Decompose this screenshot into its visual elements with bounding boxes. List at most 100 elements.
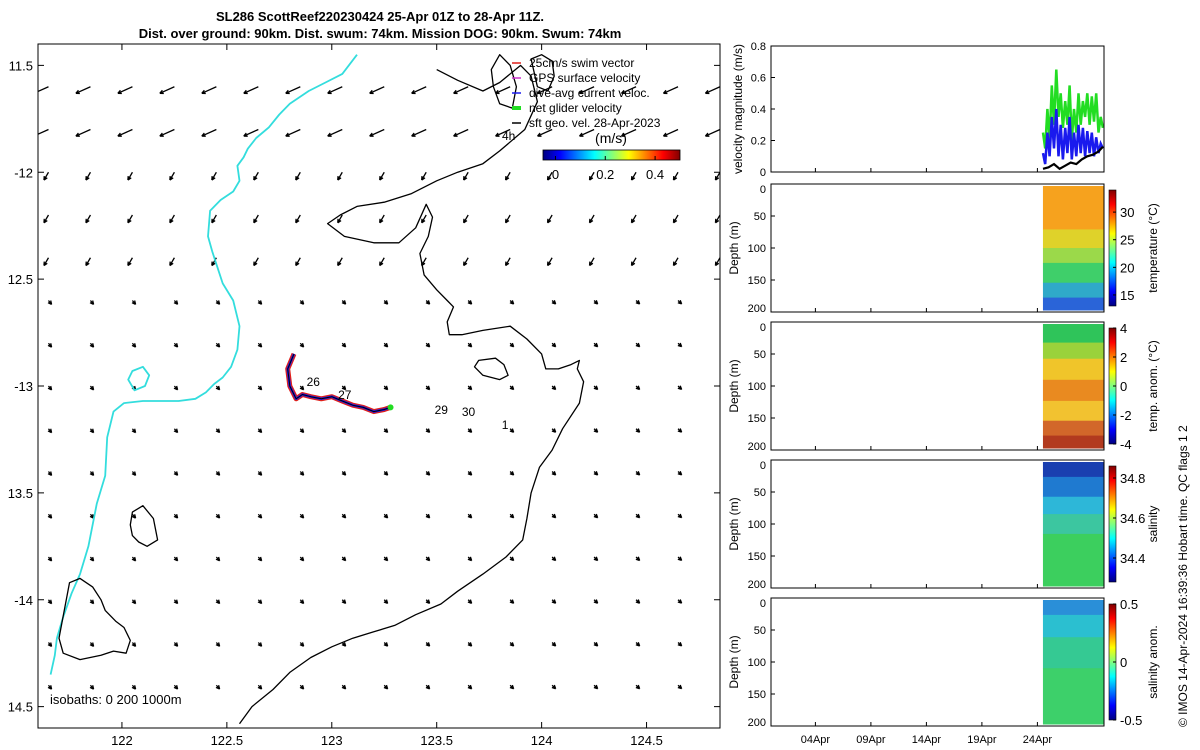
depth-tick-label: 200 (748, 441, 766, 453)
current-vector (253, 257, 259, 267)
date-tick-label: 14Apr (912, 734, 942, 746)
depth-tick-label: 150 (748, 413, 766, 425)
depth-tick-label: 50 (754, 349, 766, 361)
temp_anom-colorbar-label: temp. anom. (°C) (1146, 340, 1160, 432)
velocity-panel: 0 0.2 0.4 0.6 0.8 velocity magnitude (m/s) (731, 41, 1105, 179)
current-vector (509, 684, 515, 690)
current-vector (677, 684, 683, 690)
current-vector (47, 513, 53, 519)
current-vector (630, 171, 637, 181)
current-vector (257, 513, 263, 519)
current-vector (257, 428, 263, 434)
current-vector (593, 300, 599, 305)
current-vector (509, 385, 515, 391)
current-vector (43, 171, 50, 181)
current-vector (467, 471, 473, 476)
current-vector (216, 727, 220, 728)
velocity-y-tick-label: 0 (760, 167, 766, 179)
depth-ylabel: Depth (m) (727, 221, 741, 274)
current-vector (295, 257, 301, 267)
current-vector (421, 214, 427, 224)
current-vector (677, 385, 683, 391)
colorbar-tick-label: 0.5 (1120, 597, 1138, 612)
current-vector (504, 257, 511, 267)
current-vector (169, 257, 175, 267)
map-x-tick-label: 122.5 (211, 733, 244, 748)
current-vector (215, 684, 221, 690)
current-vector (425, 428, 431, 433)
current-vector (257, 300, 263, 305)
current-vector (620, 128, 637, 137)
heatmap-band (1042, 248, 1104, 264)
current-vector (551, 684, 557, 690)
current-vector (215, 471, 221, 476)
current-vector (43, 257, 50, 267)
heatmap-band (1042, 668, 1104, 725)
map-y-tick-label: -14 (14, 593, 33, 608)
current-vector (546, 171, 553, 181)
current-vector (704, 86, 720, 95)
current-vector (173, 642, 179, 647)
colorbar-tick-label: 34.4 (1120, 551, 1145, 566)
current-vector (89, 513, 95, 519)
timeseries-panels: 0 0.2 0.4 0.6 0.8 velocity magnitude (m/s) 0 50… (727, 41, 1160, 746)
colorbar-tick-label: 4 (1120, 321, 1127, 336)
map-y-tick-label: -12 (14, 165, 33, 180)
current-vector (85, 171, 92, 181)
current-vector (47, 471, 53, 477)
chart-title-line2: Dist. over ground: 90km. Dist. swum: 74k… (138, 26, 622, 41)
depth-tick-label: 150 (748, 275, 766, 287)
current-vector (89, 599, 95, 605)
current-vector (593, 342, 599, 348)
depth-tick-label: 200 (748, 303, 766, 315)
colorbar-tick-label: 0 (1120, 655, 1127, 670)
current-vector (677, 342, 683, 348)
current-vector (341, 556, 347, 562)
current-vector (243, 128, 259, 137)
current-vector (677, 513, 683, 519)
current-vector (285, 86, 301, 95)
legend-entry: GPS surface velocity (529, 71, 640, 85)
current-vector (89, 642, 95, 647)
current-vector (662, 128, 679, 137)
current-vector (467, 513, 473, 519)
depth-tick-label: 200 (748, 579, 766, 591)
current-vector (341, 342, 347, 348)
salinity-panel: 0 50 100 150 200 Depth (m) 34.4 34.6 34.8 salinit… (727, 459, 1160, 591)
current-vector (299, 513, 305, 519)
depth-tick-label: 0 (760, 460, 766, 472)
current-vector (47, 342, 53, 348)
current-vector (169, 171, 175, 181)
current-vector (215, 342, 221, 348)
current-vector (131, 556, 137, 562)
current-vector (509, 599, 515, 604)
heatmap-band (1042, 435, 1104, 449)
current-vector (425, 342, 431, 348)
current-vector (672, 214, 679, 224)
temperature-colorbar (1108, 189, 1117, 307)
heatmap-band (1042, 186, 1104, 230)
current-vector (257, 684, 263, 690)
current-vector (509, 642, 515, 647)
current-vector (593, 642, 599, 647)
current-vector (453, 128, 469, 137)
current-vector (89, 385, 95, 391)
current-vector (89, 342, 95, 348)
velocity-series-line (1042, 146, 1104, 171)
current-vector (620, 86, 637, 95)
copyright-note: © IMOS 14-Apr-2024 16:39:36 Hobart time.… (1176, 425, 1190, 727)
current-vector (379, 257, 385, 267)
current-vector (253, 171, 259, 181)
current-vector (169, 214, 175, 224)
current-vector (131, 300, 137, 305)
current-vector (47, 599, 53, 605)
current-vector (383, 342, 389, 348)
current-vector (593, 599, 599, 604)
salinity-colorbar-label: salinity (1146, 506, 1160, 543)
legend-timestep: 4h (502, 129, 515, 143)
depth-tick-label: 100 (748, 657, 766, 669)
current-vector (453, 86, 469, 95)
current-vector (299, 300, 305, 305)
current-vector (630, 257, 637, 267)
